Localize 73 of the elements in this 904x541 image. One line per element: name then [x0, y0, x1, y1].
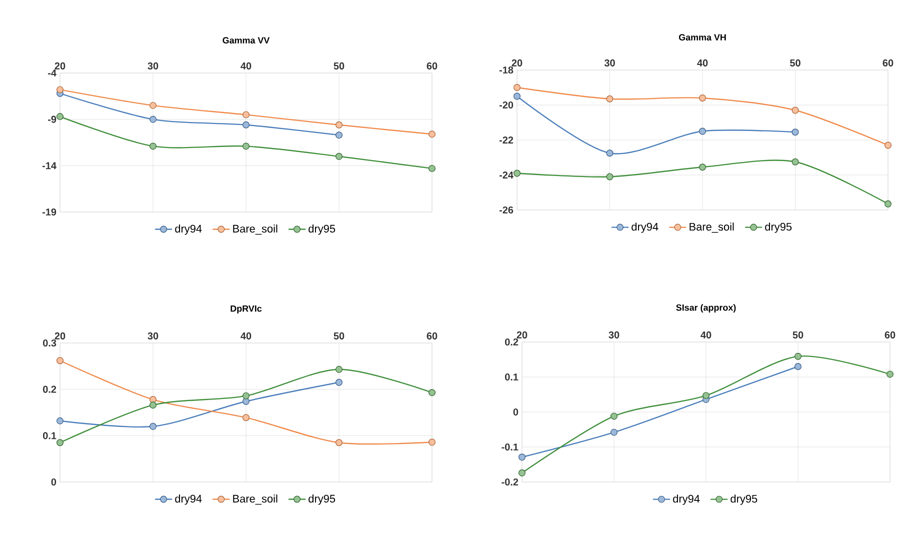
- x-tick-label: 50: [334, 62, 344, 70]
- x-tick-label: 30: [608, 331, 620, 338]
- x-tick-label: 30: [148, 332, 158, 340]
- point: [336, 366, 342, 373]
- legend-label: dry95: [730, 494, 758, 505]
- y-tick-label: 0.2: [505, 338, 518, 346]
- x-tick-label: 20: [54, 62, 66, 70]
- point: [150, 142, 156, 150]
- chart-title: SIsar (approx): [676, 304, 736, 313]
- y-tick-label: -26: [499, 206, 514, 214]
- point: [886, 370, 894, 378]
- point: [428, 389, 436, 396]
- legend-label: dry95: [765, 222, 792, 233]
- y-tick-label: 0.1: [43, 432, 56, 440]
- point: [56, 113, 64, 120]
- chart-title: DpRVIc: [230, 305, 262, 314]
- y-tick-label: 0: [51, 478, 56, 486]
- x-tick-label: 20: [54, 332, 66, 340]
- x-tick-label: 30: [148, 62, 158, 70]
- point: [56, 439, 64, 446]
- point: [428, 164, 436, 172]
- x-tick-label: 20: [516, 331, 528, 338]
- x-tick-label: 20: [512, 59, 522, 66]
- chart-title: Gamma VV: [222, 37, 270, 44]
- y-tick-label: 0.2: [43, 386, 56, 393]
- y-tick-label: -24: [499, 172, 514, 178]
- legend-label: dry94: [673, 494, 700, 505]
- x-tick-label: 40: [697, 59, 708, 66]
- point: [242, 142, 250, 150]
- x-tick-label: 40: [240, 62, 252, 70]
- legend-label: dry95: [308, 494, 336, 505]
- point: [150, 402, 156, 409]
- x-tick-label: 60: [426, 62, 438, 70]
- point: [702, 392, 710, 400]
- point: [514, 170, 520, 177]
- y-tick-label: 0: [513, 408, 518, 416]
- legend-label: Bare_soil: [690, 222, 734, 233]
- x-tick-label: 30: [604, 59, 615, 66]
- y-tick-label: -0.1: [502, 443, 518, 451]
- chart-title: Gamma VH: [678, 34, 726, 41]
- x-tick-label: 40: [700, 331, 712, 338]
- x-tick-label: 60: [884, 331, 896, 338]
- y-tick-label: -9: [48, 116, 56, 123]
- legend-label: dry95: [308, 224, 336, 235]
- point: [794, 352, 802, 360]
- legend-label: Bare_soil: [233, 494, 278, 505]
- legend-label: dry94: [175, 224, 202, 235]
- point: [518, 469, 526, 476]
- y-tick-label: 0.1: [505, 373, 518, 381]
- y-tick-label: -22: [499, 136, 514, 144]
- point: [884, 200, 892, 208]
- x-tick-label: 50: [334, 332, 344, 340]
- legend-label: Bare_soil: [233, 224, 278, 235]
- x-tick-label: 50: [790, 59, 800, 66]
- x-tick-label: 60: [882, 59, 894, 66]
- point: [336, 152, 342, 160]
- point: [610, 412, 618, 420]
- point: [606, 173, 614, 180]
- point: [699, 164, 706, 171]
- point: [242, 392, 250, 400]
- y-tick-label: -4: [48, 70, 56, 76]
- y-tick-label: -14: [42, 162, 56, 170]
- y-tick-label: 0.3: [43, 339, 56, 347]
- y-tick-label: -18: [499, 66, 514, 74]
- x-tick-label: 50: [792, 331, 804, 338]
- x-tick-label: 40: [240, 332, 252, 340]
- legend-label: dry94: [632, 222, 658, 233]
- y-tick-label: -19: [42, 208, 56, 216]
- legend-label: dry94: [175, 494, 202, 505]
- x-tick-label: 60: [426, 332, 438, 340]
- point: [792, 158, 799, 166]
- y-tick-label: -0.2: [502, 478, 518, 486]
- y-tick-label: -20: [499, 101, 514, 109]
